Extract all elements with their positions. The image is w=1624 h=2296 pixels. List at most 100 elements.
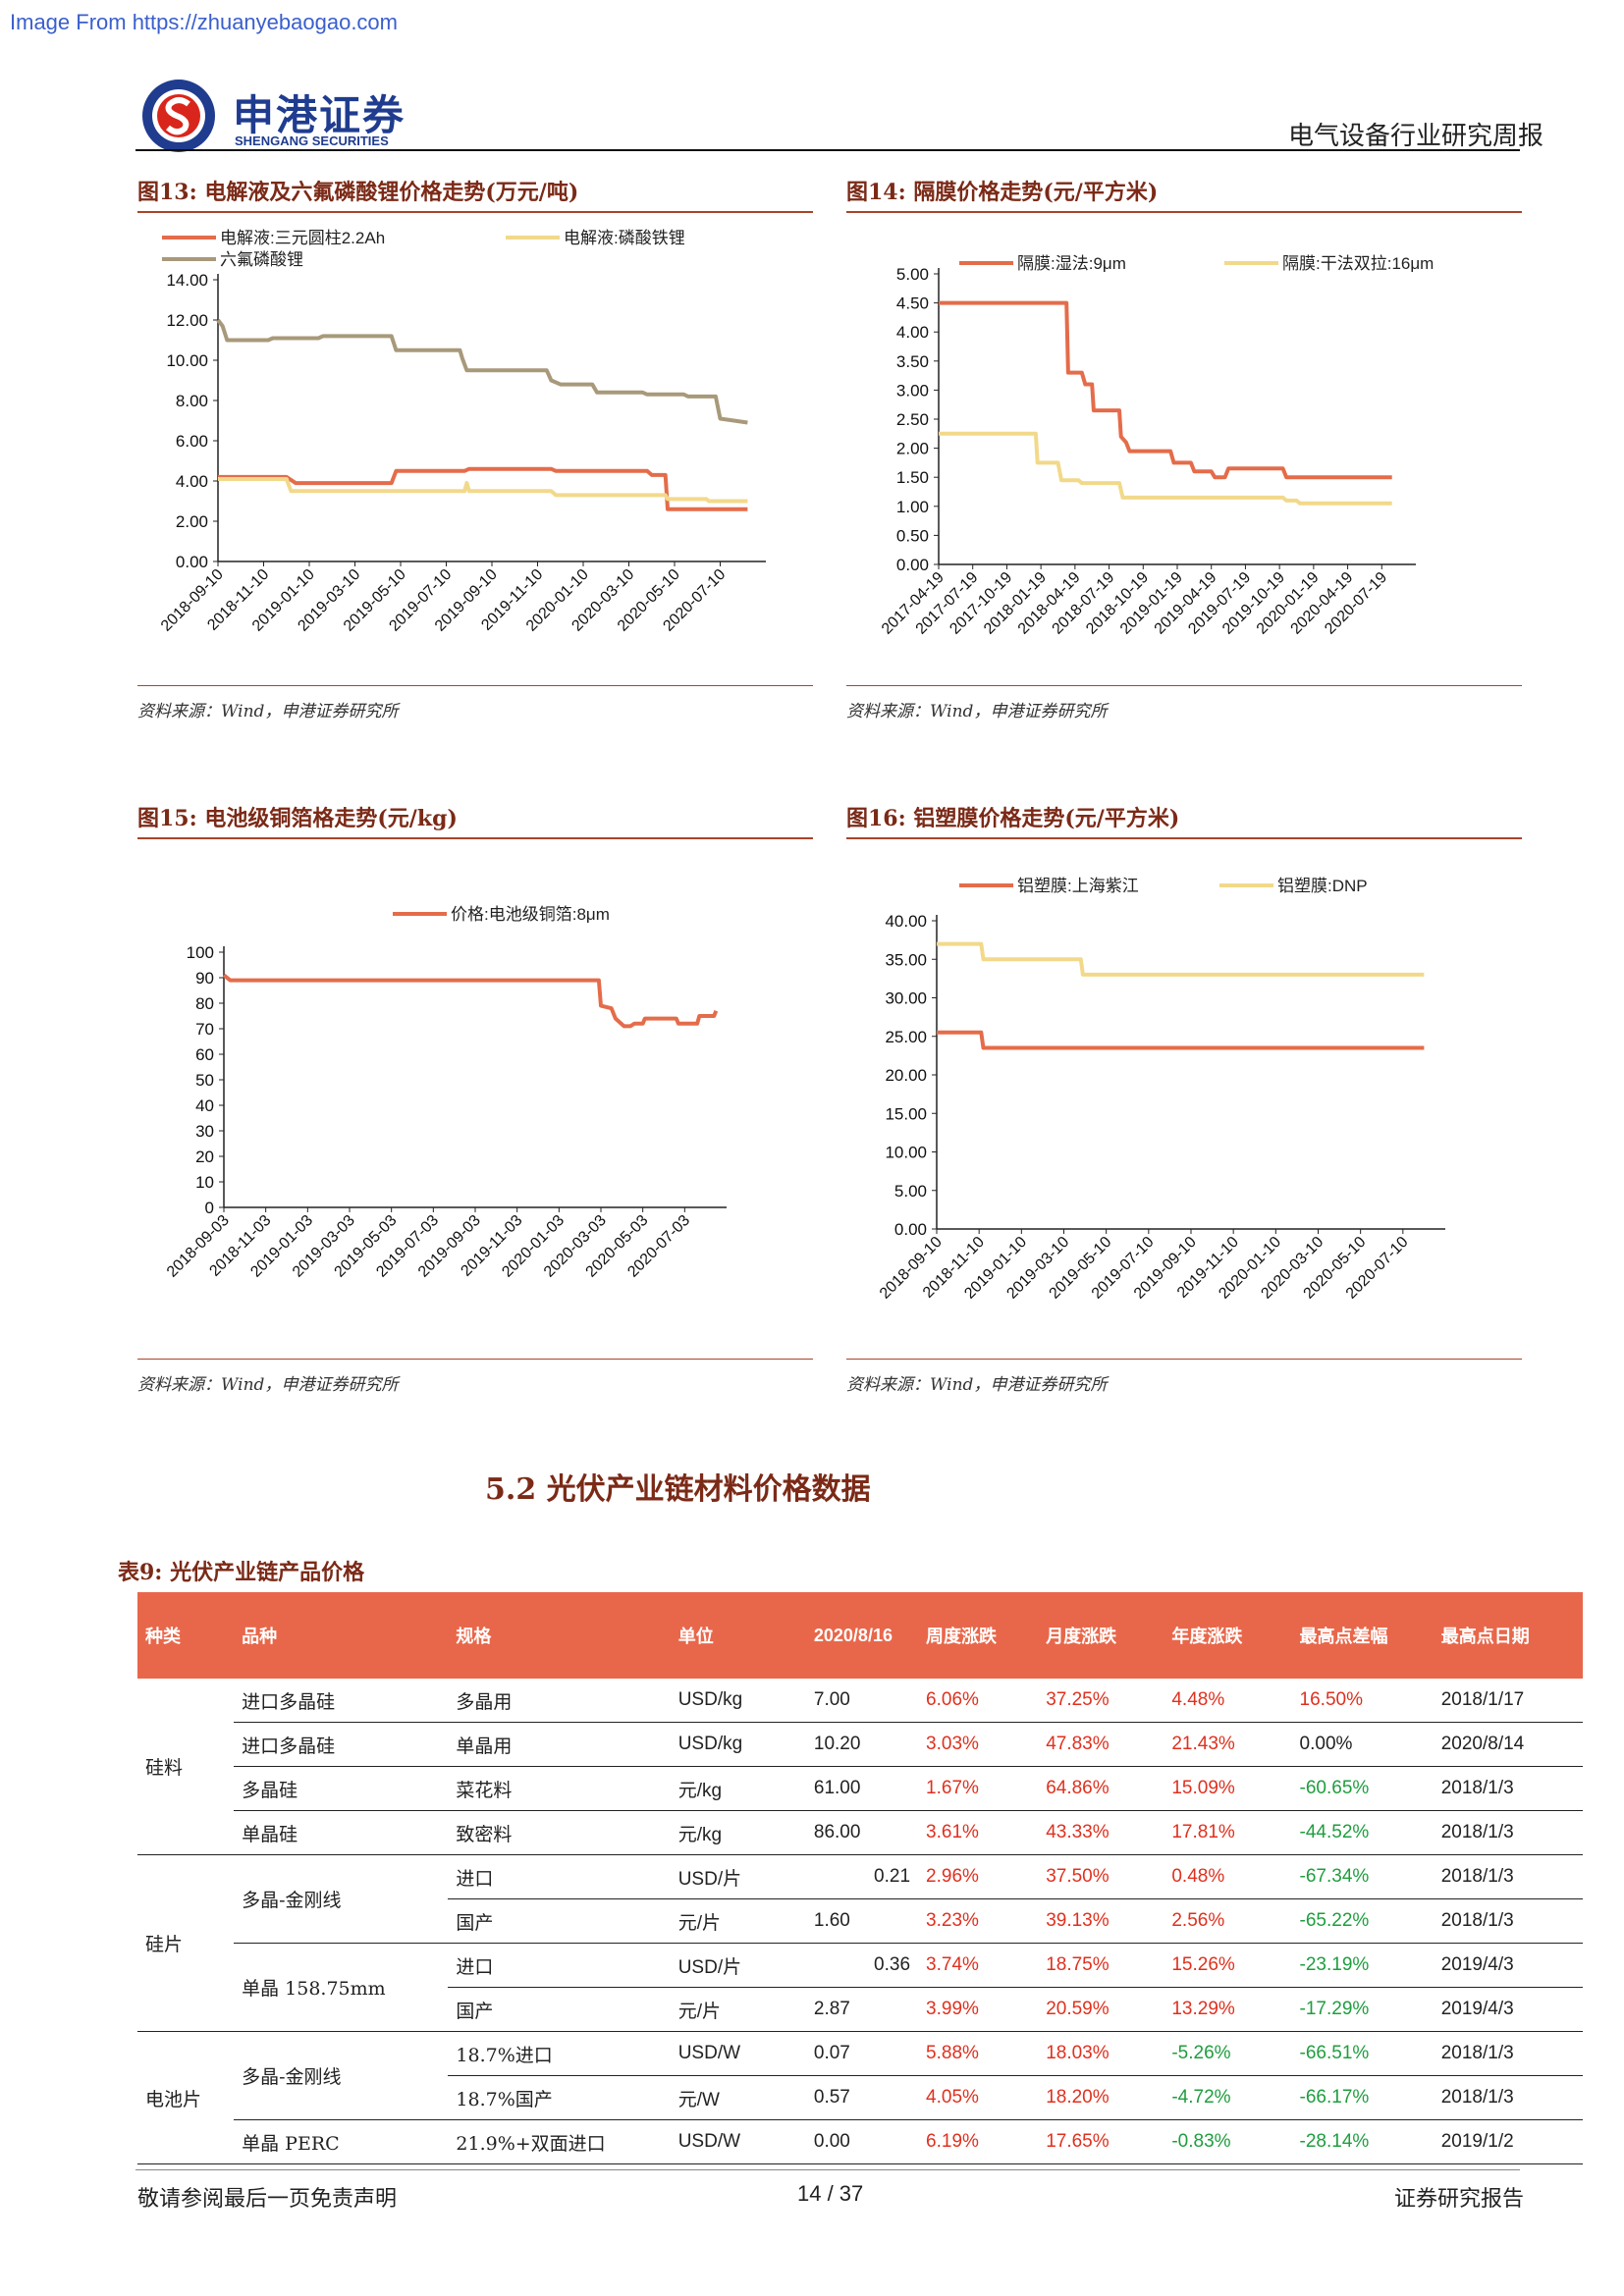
- weekly-change-cell: 1.67%: [918, 1766, 1039, 1811]
- table-row: 单晶 PERC 21.9%+双面进口 USD/W 0.00 6.19% 17.65% -0.…: [137, 2119, 1583, 2164]
- y-tick-label: 5.00: [896, 265, 929, 284]
- price-cell: 0.36: [805, 1943, 919, 1988]
- monthly-change-cell: 39.13%: [1038, 1898, 1164, 1944]
- unit-cell: 元/片: [670, 1898, 806, 1944]
- section-title: 5.2 光伏产业链材料价格数据: [485, 1472, 871, 1507]
- source-watermark[interactable]: Image From https://zhuanyebaogao.com: [10, 10, 398, 34]
- spec-cell: 进口: [448, 1943, 671, 1988]
- figure-13-source: 资料来源：Wind，申港证券研究所: [137, 702, 399, 721]
- figure-13-bottom-rule: [137, 685, 813, 686]
- spec-cell: 多晶用: [448, 1679, 671, 1723]
- company-logo: 申港证券 SHENGANG SECURITIES: [139, 77, 434, 155]
- price-cell: 7.00: [805, 1679, 919, 1723]
- monthly-change-cell: 18.20%: [1038, 2075, 1164, 2120]
- chart-16-svg: 0.00 5.00 10.00 15.00 20.00 25.00 30.00 35.00 40…: [877, 877, 1445, 1303]
- y-tick-label: 3.00: [896, 381, 929, 400]
- weekly-change-cell: 2.96%: [918, 1854, 1039, 1899]
- figure-15-chart: 0 10 20 30 40 50 60 70 80 90 100 2018-09-03 2018-11-…: [137, 846, 813, 1355]
- weekly-change-cell: 3.03%: [918, 1722, 1039, 1767]
- series-line: [216, 318, 748, 425]
- chart-13-svg: 0.002.004.006.008.0010.0012.0014.002018-…: [158, 229, 766, 635]
- y-tick-label: 0.50: [896, 526, 929, 545]
- unit-cell: USD/片: [670, 1943, 806, 1988]
- variety-cell: 进口多晶硅: [234, 1722, 449, 1767]
- y-tick-label: 40: [195, 1096, 214, 1115]
- figure-14-title: 图14: 隔膜价格走势(元/平方米): [846, 180, 1159, 205]
- monthly-change-cell: 18.03%: [1038, 2031, 1164, 2076]
- price-cell: 0.00: [805, 2119, 919, 2164]
- y-tick-label: 0.00: [176, 553, 208, 571]
- weekly-change-cell: 4.05%: [918, 2075, 1039, 2120]
- series-line: [937, 1030, 1425, 1050]
- y-tick-label: 1.00: [896, 498, 929, 516]
- report-name: 电气设备行业研究周报: [1287, 122, 1543, 151]
- logo-en-text: SHENGANG SECURITIES: [235, 133, 389, 148]
- high-diff-cell: 0.00%: [1291, 1722, 1434, 1767]
- high-date-cell: 2018/1/3: [1433, 1898, 1583, 1944]
- price-table: 种类 品种 规格 单位 2020/8/16 周度涨跌 月度涨跌 年度涨跌 最高点…: [137, 1592, 1583, 2164]
- y-tick-label: 30: [195, 1122, 214, 1141]
- yearly-change-cell: -0.83%: [1164, 2119, 1292, 2164]
- y-tick-label: 0.00: [896, 556, 929, 574]
- header-cell: 单位: [670, 1592, 806, 1679]
- high-date-cell: 2018/1/3: [1433, 1854, 1583, 1899]
- price-cell: 0.57: [805, 2075, 919, 2120]
- footer-rule: [135, 2169, 1520, 2170]
- legend-label: 电解液:三元圆柱2.2Ah: [220, 229, 385, 247]
- y-tick-label: 40.00: [885, 912, 927, 931]
- table-row: 硅片 多晶-金刚线 进口 USD/片 0.21 2.96% 37.50% 0.48% -67.3…: [137, 1854, 1583, 2032]
- yearly-change-cell: 0.48%: [1164, 1854, 1292, 1899]
- table-row: 18.7%国产 元/W 0.57 4.05% 18.20% -4.72% -66.17% 20…: [137, 2075, 1583, 2120]
- y-tick-label: 0: [205, 1199, 214, 1217]
- high-date-cell: 2019/4/3: [1433, 1987, 1583, 2032]
- chart-15-svg: 01020304050607080901002018-09-032018-11-…: [164, 905, 727, 1281]
- high-date-cell: 2018/1/3: [1433, 1766, 1583, 1811]
- legend-label: 铝塑膜:上海紫江: [1017, 877, 1139, 895]
- category-cell: 硅片: [137, 1854, 235, 2032]
- y-tick-label: 5.00: [894, 1182, 927, 1201]
- spec-cell: 国产: [448, 1898, 671, 1944]
- table-row: 国产 元/片 1.60 3.23% 39.13% 2.56% -65.22% 2018/1/3: [137, 1898, 1583, 1944]
- high-date-cell: 2019/4/3: [1433, 1943, 1583, 1988]
- price-cell: 86.00: [805, 1810, 919, 1855]
- y-tick-label: 70: [195, 1020, 214, 1039]
- y-tick-label: 10.00: [166, 351, 208, 370]
- high-diff-cell: -44.52%: [1291, 1810, 1434, 1855]
- figure-14-bottom-rule: [846, 685, 1522, 686]
- monthly-change-cell: 37.50%: [1038, 1854, 1164, 1899]
- figure-15-title: 图15: 电池级铜箔格走势(元/kg): [137, 806, 458, 831]
- high-date-cell: 2018/1/3: [1433, 2075, 1583, 2120]
- price-cell: 1.60: [805, 1898, 919, 1944]
- table-header-row: 种类 品种 规格 单位 2020/8/16 周度涨跌 月度涨跌 年度涨跌 最高点…: [137, 1592, 1583, 1679]
- unit-cell: 元/kg: [670, 1766, 806, 1811]
- table-row: 多晶硅 菜花料 元/kg 61.00 1.67% 64.86% 15.09% -60.65% 2…: [137, 1766, 1583, 1811]
- yearly-change-cell: 17.81%: [1164, 1810, 1292, 1855]
- legend-label: 隔膜:干法双拉:16μm: [1282, 254, 1434, 273]
- y-tick-label: 50: [195, 1071, 214, 1090]
- high-diff-cell: -67.34%: [1291, 1854, 1434, 1899]
- table-row: 单晶硅 致密料 元/kg 86.00 3.61% 43.33% 17.81% -44.52% 2…: [137, 1810, 1583, 1855]
- variety-cell: 单晶 PERC: [234, 2119, 449, 2164]
- y-tick-label: 4.00: [896, 323, 929, 342]
- figure-14-chart: 0.00 0.50 1.00 1.50 2.00 2.50 3.00 3.50 4.00 4.50…: [846, 218, 1522, 679]
- y-tick-label: 2.00: [176, 512, 208, 531]
- weekly-change-cell: 5.88%: [918, 2031, 1039, 2076]
- price-cell: 2.87: [805, 1987, 919, 2032]
- variety-cell: 多晶-金刚线: [234, 1854, 449, 1944]
- y-tick-label: 10: [195, 1173, 214, 1192]
- y-tick-label: 4.50: [896, 294, 929, 313]
- table-row: 国产 元/片 2.87 3.99% 20.59% 13.29% -17.29% 2019/4/…: [137, 1987, 1583, 2032]
- y-tick-label: 12.00: [166, 311, 208, 330]
- high-diff-cell: -17.29%: [1291, 1987, 1434, 2032]
- price-cell: 0.21: [805, 1854, 919, 1899]
- high-date-cell: 2018/1/17: [1433, 1679, 1583, 1723]
- table-row: 进口多晶硅 单晶用 USD/kg 10.20 3.03% 47.83% 21.43% 0.00…: [137, 1722, 1583, 1767]
- figure-16-rule: [846, 837, 1522, 839]
- y-tick-label: 25.00: [885, 1028, 927, 1046]
- variety-cell: 多晶-金刚线: [234, 2031, 449, 2120]
- figure-15-rule: [137, 837, 813, 839]
- high-diff-cell: 16.50%: [1291, 1679, 1434, 1723]
- header-cell: 年度涨跌: [1164, 1592, 1292, 1679]
- unit-cell: USD/W: [670, 2031, 806, 2076]
- y-tick-label: 4.00: [176, 472, 208, 491]
